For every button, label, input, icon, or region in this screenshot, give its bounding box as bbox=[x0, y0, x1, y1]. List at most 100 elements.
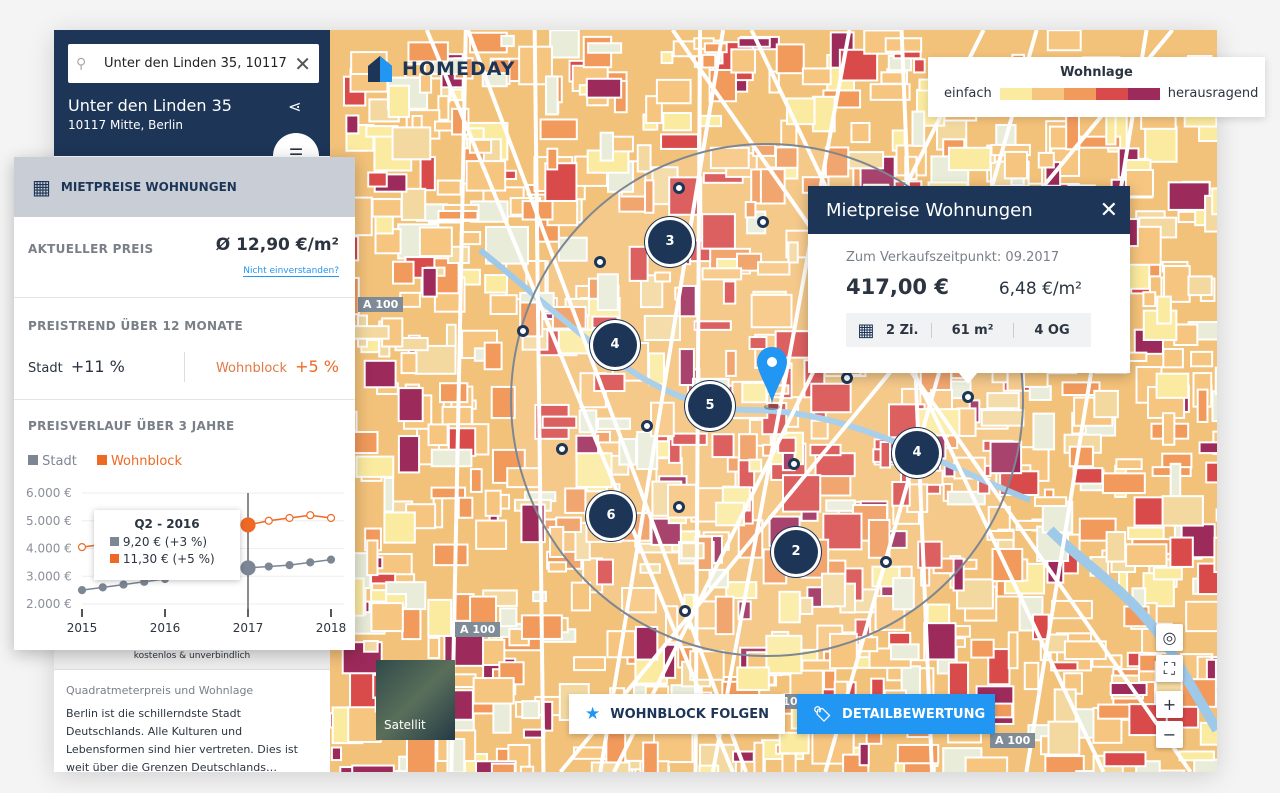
map-block bbox=[469, 468, 483, 493]
map-block bbox=[1198, 441, 1217, 455]
legend-high: herausragend bbox=[1167, 86, 1259, 101]
map-block bbox=[363, 359, 397, 389]
listing-marker[interactable] bbox=[517, 325, 529, 337]
detail-valuation-button[interactable]: 🏷 DETAILBEWERTUNG bbox=[797, 694, 995, 734]
map-block bbox=[427, 423, 449, 447]
y-tick-label: 3.000 € bbox=[26, 569, 72, 583]
map-block bbox=[405, 736, 437, 772]
disagree-link[interactable]: Nicht einverstanden? bbox=[243, 266, 339, 277]
panel-title: MIETPREISE WOHNUNGEN bbox=[60, 180, 237, 194]
map-block bbox=[1167, 181, 1211, 211]
map-block bbox=[587, 42, 623, 54]
cluster-marker[interactable]: 5 bbox=[688, 384, 732, 428]
map-block bbox=[397, 435, 421, 474]
zoom-in-button[interactable]: + bbox=[1156, 691, 1183, 718]
close-icon[interactable]: ✕ bbox=[1099, 197, 1118, 223]
locate-icon[interactable]: ◎ bbox=[1156, 624, 1183, 651]
cluster-marker[interactable]: 6 bbox=[589, 494, 633, 538]
price-panel: ▦ MIETPREISE WOHNUNGEN AKTUELLER PREIS Ø … bbox=[14, 157, 355, 650]
map-block bbox=[519, 765, 535, 772]
star-icon: ★ bbox=[585, 704, 601, 724]
map-block bbox=[521, 700, 540, 720]
listing-marker[interactable] bbox=[880, 556, 892, 568]
y-tick-label: 4.000 € bbox=[26, 542, 72, 556]
map-block bbox=[736, 666, 770, 691]
map-block bbox=[1144, 126, 1178, 163]
map-block bbox=[330, 746, 342, 762]
tooltip-wohnblock: 11,30 € (+5 %) bbox=[122, 552, 215, 566]
cluster-marker[interactable]: 2 bbox=[774, 530, 818, 574]
map-block bbox=[1211, 187, 1217, 216]
map-block bbox=[345, 114, 360, 135]
map-block bbox=[427, 598, 453, 637]
legend-wohnblock: Wohnblock bbox=[96, 454, 182, 469]
popup-floor: 4 OG bbox=[1034, 322, 1070, 338]
location-pin-icon bbox=[757, 347, 787, 410]
map-block bbox=[1173, 323, 1199, 346]
map-block bbox=[490, 762, 516, 772]
data-point bbox=[264, 516, 273, 525]
search-input[interactable]: ⚲ Unter den Linden 35, 10117 B ✕ bbox=[68, 44, 319, 83]
close-icon[interactable]: ✕ bbox=[294, 51, 311, 76]
map-block bbox=[662, 111, 692, 132]
map-block bbox=[419, 156, 436, 192]
divider bbox=[184, 352, 185, 382]
map-block bbox=[484, 489, 502, 517]
map-block bbox=[1135, 760, 1161, 772]
data-point bbox=[240, 517, 256, 533]
legend-swatch bbox=[1031, 87, 1064, 100]
satellite-toggle[interactable]: Satellit bbox=[376, 660, 455, 740]
map-block bbox=[585, 77, 623, 99]
cluster-marker[interactable]: 4 bbox=[593, 323, 637, 367]
data-point bbox=[77, 586, 87, 595]
map-block bbox=[896, 743, 940, 765]
map-block bbox=[642, 741, 659, 772]
share-icon[interactable]: ⋖ bbox=[288, 97, 302, 116]
listing-marker[interactable] bbox=[673, 501, 685, 513]
y-tick-label: 2.000 € bbox=[26, 597, 72, 611]
fullscreen-icon[interactable]: ⛶ bbox=[1156, 655, 1183, 682]
data-point bbox=[285, 561, 294, 570]
map-block bbox=[1046, 30, 1082, 52]
section-text: Berlin ist die schillerndste Stadt Deuts… bbox=[66, 707, 298, 774]
listing-marker[interactable] bbox=[594, 256, 606, 268]
follow-block-button[interactable]: ★ WOHNBLOCK FOLGEN bbox=[569, 694, 785, 734]
cluster-marker[interactable]: 4 bbox=[895, 431, 939, 475]
listing-marker[interactable] bbox=[788, 458, 800, 470]
listing-marker[interactable] bbox=[962, 391, 974, 403]
logo-text: HOMEDAY bbox=[402, 58, 516, 80]
section-title: Quadratmeterpreis und Wohnlage bbox=[66, 684, 254, 697]
map-block bbox=[970, 638, 995, 659]
map-block bbox=[1115, 458, 1143, 471]
map-block bbox=[1156, 295, 1172, 325]
popup-price: 417,00 € bbox=[846, 275, 949, 299]
search-value: Unter den Linden 35, 10117 B bbox=[104, 56, 291, 71]
road-label: A 100 bbox=[358, 297, 404, 312]
map-block bbox=[1133, 496, 1168, 527]
map-block bbox=[1154, 769, 1186, 772]
address-street: Unter den Linden 35 bbox=[68, 96, 232, 115]
listing-marker[interactable] bbox=[641, 420, 653, 432]
cluster-marker[interactable]: 3 bbox=[648, 220, 692, 264]
map-block bbox=[1187, 275, 1213, 297]
zoom-out-button[interactable]: − bbox=[1156, 721, 1183, 748]
listing-marker[interactable] bbox=[841, 372, 853, 384]
listing-marker[interactable] bbox=[679, 605, 691, 617]
listing-marker[interactable] bbox=[757, 216, 769, 228]
map-block bbox=[636, 144, 652, 173]
listing-marker[interactable] bbox=[556, 443, 568, 455]
listing-marker[interactable] bbox=[673, 182, 685, 194]
map-block bbox=[544, 75, 559, 116]
map-block bbox=[437, 210, 479, 221]
map-block bbox=[730, 48, 757, 74]
chart-tooltip: Q2 - 2016 9,20 € (+3 %) 11,30 € (+5 %) bbox=[94, 510, 240, 580]
map-block bbox=[911, 110, 926, 147]
sidebar-lower: kostenlos & unverbindlich Quadratmeterpr… bbox=[54, 650, 330, 774]
map-block bbox=[1169, 462, 1182, 498]
y-tick-label: 6.000 € bbox=[26, 486, 72, 500]
map-block bbox=[1125, 543, 1168, 567]
map-block bbox=[430, 448, 473, 468]
map-block bbox=[1044, 755, 1085, 772]
map-block bbox=[652, 728, 694, 764]
map-block bbox=[1097, 703, 1131, 720]
